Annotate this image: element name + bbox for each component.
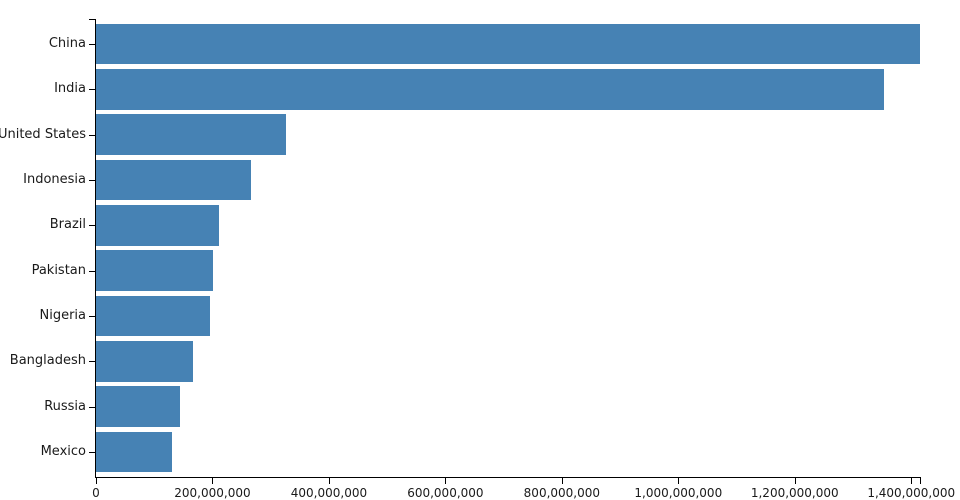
x-tick-6 <box>794 478 796 484</box>
x-tick-1 <box>212 478 214 484</box>
y-tick-russia <box>89 406 95 408</box>
y-tick-label-united-states: United States <box>0 126 86 142</box>
y-tick-label-brazil: Brazil <box>49 217 86 233</box>
y-tick-label-mexico: Mexico <box>40 444 86 460</box>
y-tick-label-russia: Russia <box>44 398 86 414</box>
bar-nigeria <box>96 295 211 337</box>
x-axis-line <box>95 477 921 478</box>
x-tick-label-6: 1,200,000,000 <box>750 486 839 500</box>
y-tick-label-nigeria: Nigeria <box>39 308 86 324</box>
y-tick-united-states <box>89 134 95 136</box>
bar-china <box>96 23 920 65</box>
x-tick-label-3: 600,000,000 <box>407 486 484 500</box>
x-tick-label-4: 800,000,000 <box>523 486 601 500</box>
y-axis-line <box>95 19 96 477</box>
y-tick-brazil <box>89 225 95 227</box>
x-tick-label-5: 1,000,000,000 <box>634 486 723 500</box>
x-tick-label-7: 1,400,000,000 <box>867 486 956 500</box>
bar-indonesia <box>96 159 252 201</box>
y-tick-pakistan <box>89 270 95 272</box>
bar-brazil <box>96 204 219 246</box>
x-tick-5 <box>678 478 680 484</box>
y-tick-bangladesh <box>89 361 95 363</box>
x-tick-label-0: 0 <box>92 486 100 500</box>
y-tick-indonesia <box>89 179 95 181</box>
y-tick-label-indonesia: Indonesia <box>23 171 86 187</box>
bar-mexico <box>96 431 173 473</box>
x-tick-7 <box>911 478 913 484</box>
x-tick-label-2: 400,000,000 <box>290 486 368 500</box>
y-tick-china <box>89 43 95 45</box>
x-axis-outer-tick <box>920 478 921 484</box>
y-tick-mexico <box>89 452 95 454</box>
x-tick-label-1: 200,000,000 <box>174 486 251 500</box>
y-tick-label-india: India <box>54 81 86 97</box>
y-tick-label-bangladesh: Bangladesh <box>9 353 86 369</box>
x-tick-4 <box>561 478 563 484</box>
x-tick-2 <box>328 478 330 484</box>
bar-united-states <box>96 114 287 156</box>
bar-india <box>96 68 885 110</box>
y-axis-outer-tick <box>89 19 95 20</box>
x-tick-3 <box>445 478 447 484</box>
bar-bangladesh <box>96 340 193 382</box>
bar-pakistan <box>96 250 213 292</box>
y-tick-india <box>89 89 95 91</box>
bar-russia <box>96 386 180 428</box>
x-tick-0 <box>96 478 97 484</box>
y-tick-label-pakistan: Pakistan <box>31 262 86 278</box>
y-tick-label-china: China <box>48 35 86 51</box>
y-tick-nigeria <box>89 316 95 318</box>
